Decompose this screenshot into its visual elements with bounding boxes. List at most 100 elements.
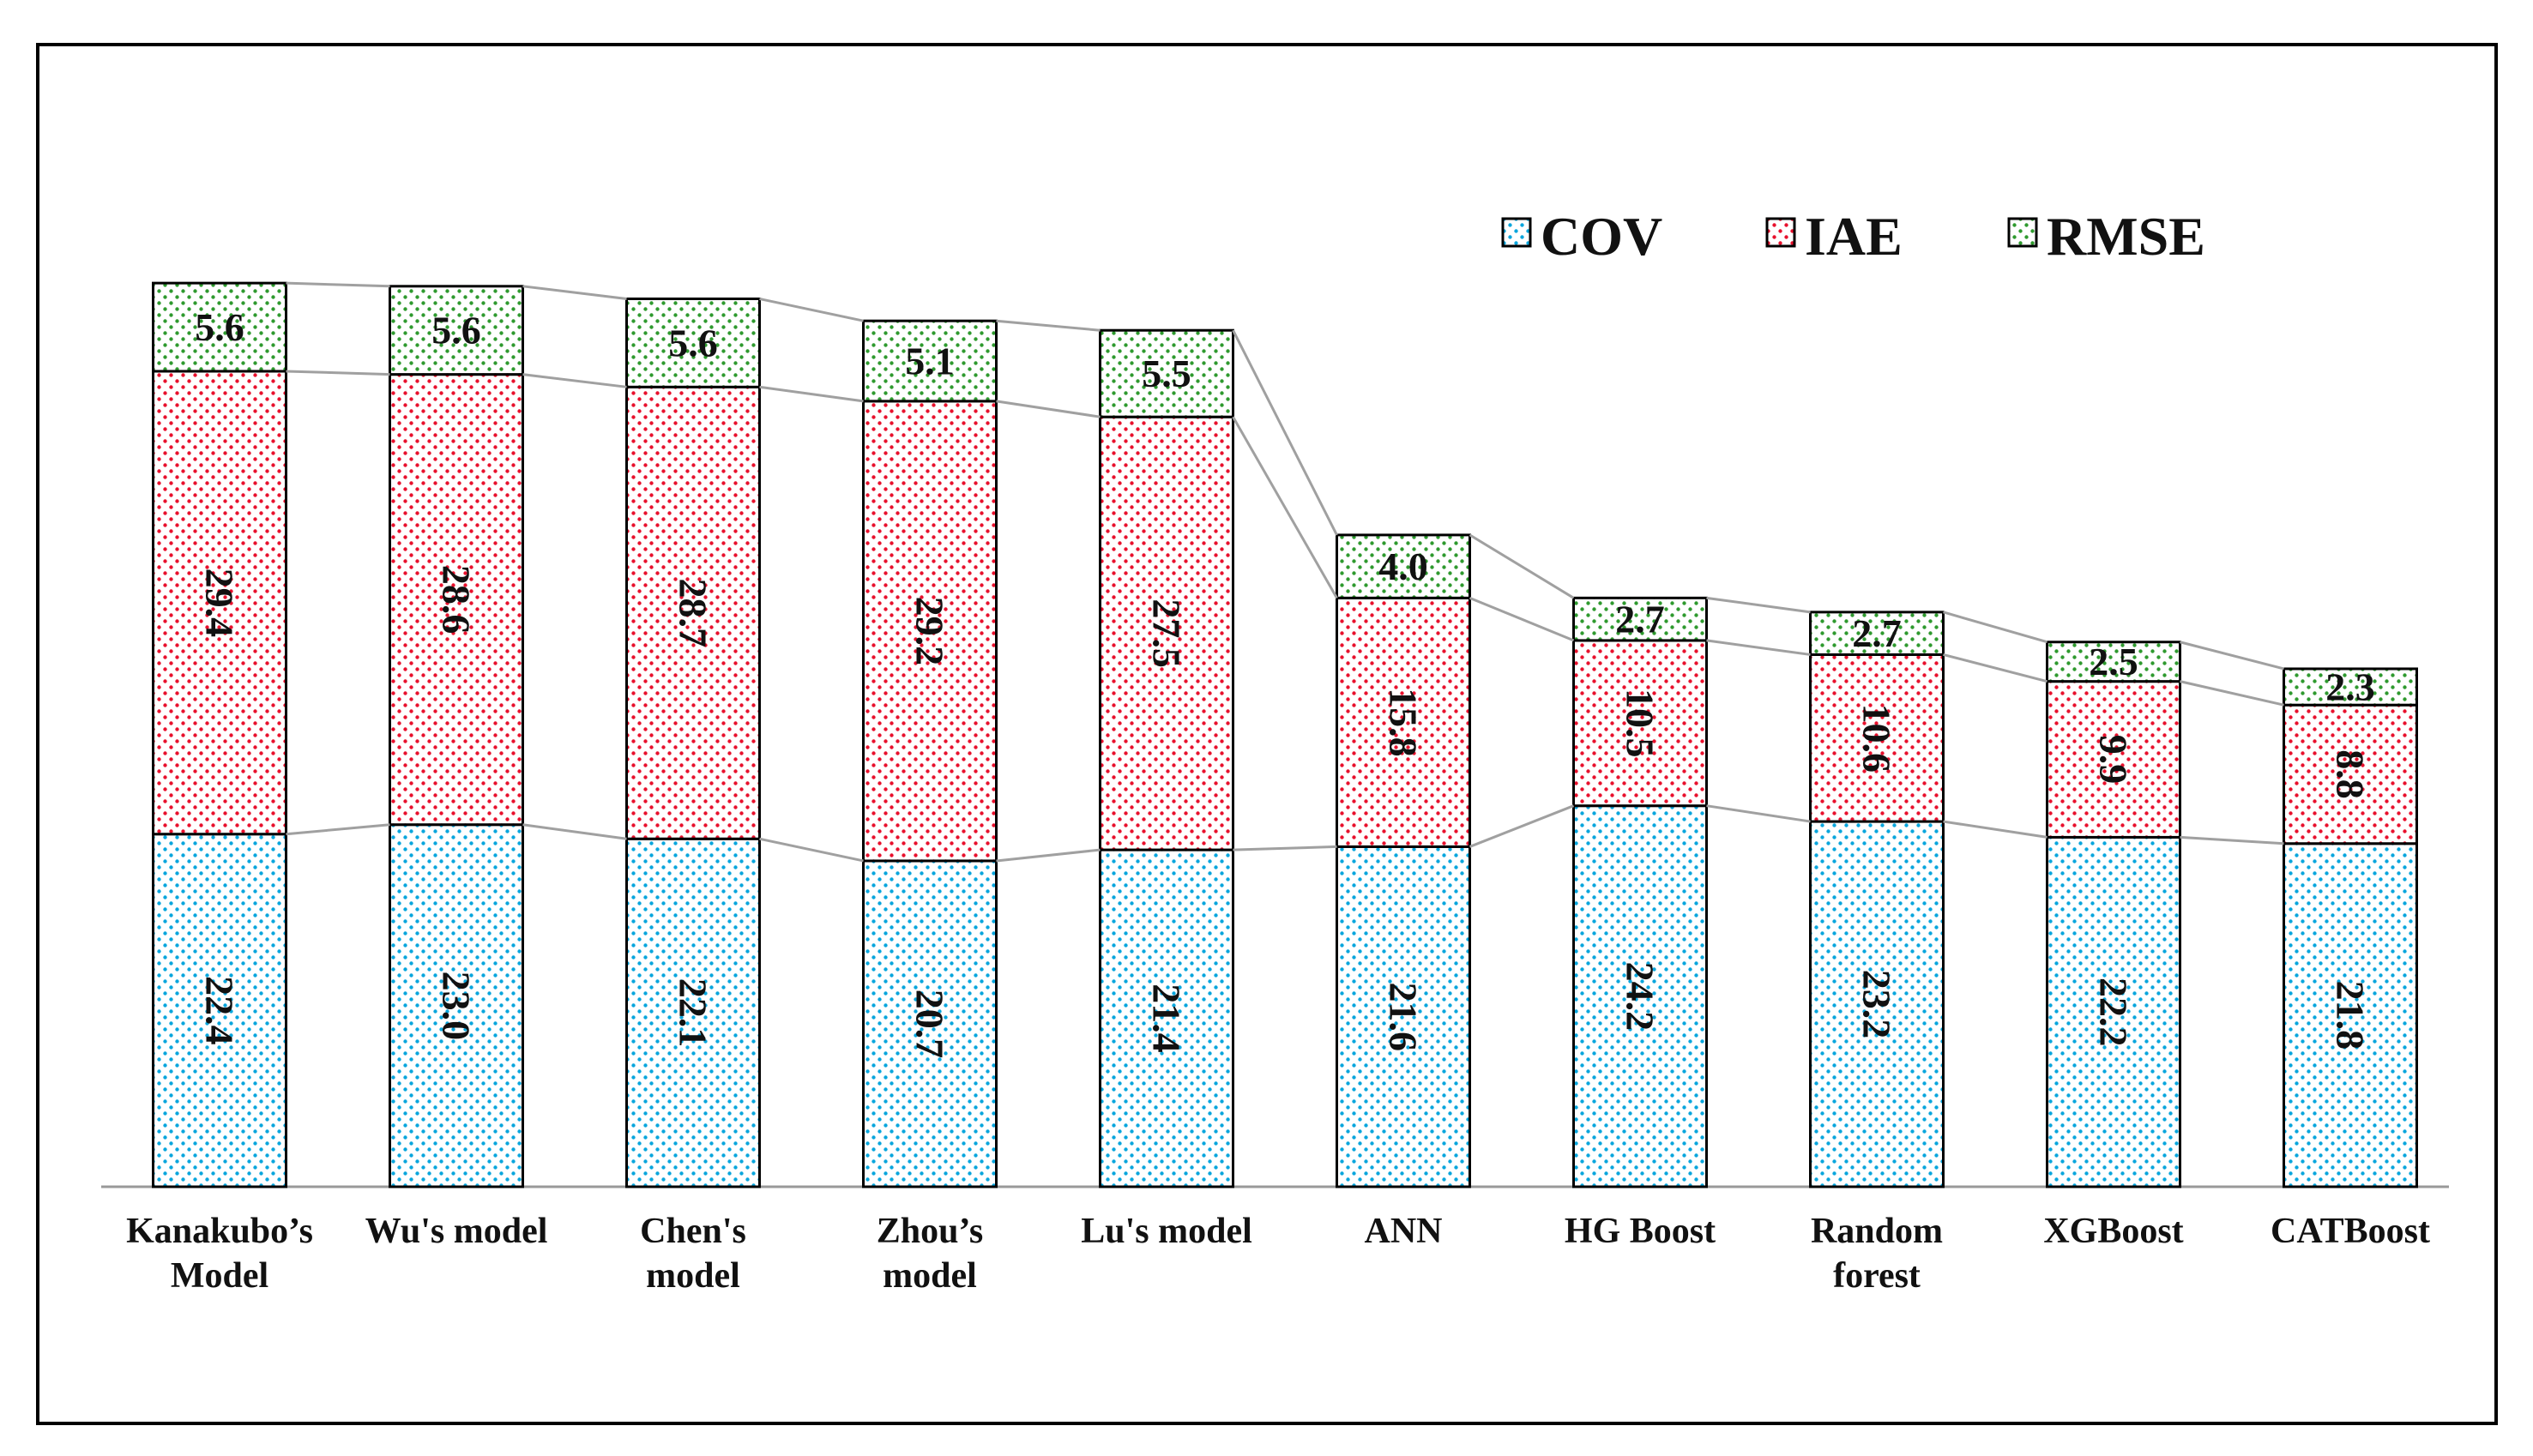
bar-segment-rmse — [1809, 611, 1945, 656]
category-tick-label: Chen's model — [640, 1212, 746, 1296]
connector-line-cov — [1706, 804, 1811, 823]
category-tick-label: ANN — [1364, 1212, 1443, 1251]
chart-frame — [36, 43, 2498, 1425]
bar-segment-rmse — [862, 319, 998, 403]
data-label-iae: 10.6 — [1855, 703, 1899, 773]
connector-line-cov — [2180, 835, 2284, 845]
data-label-iae: 9.9 — [2092, 735, 2136, 785]
data-label-cov: 20.7 — [908, 990, 952, 1059]
data-label-rmse: 2.5 — [2089, 640, 2138, 683]
legend-swatch — [1501, 217, 1532, 248]
data-label-iae: 28.7 — [672, 579, 715, 648]
data-label-cov: 23.2 — [1855, 970, 1899, 1039]
bar-segment-cov — [1809, 820, 1945, 1188]
category-tick-label: Zhou’s model — [876, 1212, 984, 1296]
data-label-rmse: 5.6 — [431, 309, 481, 352]
legend-label: IAE — [1805, 206, 1903, 267]
data-label-iae: 27.5 — [1145, 599, 1189, 668]
connector-line-rmse — [759, 298, 864, 322]
connector-line-iae — [1469, 596, 1575, 642]
bar-segment-iae — [389, 373, 524, 827]
legend-swatch — [2007, 217, 2038, 248]
connector-line-rmse — [1706, 596, 1811, 614]
data-label-iae: 8.8 — [2329, 749, 2373, 799]
data-label-rmse: 4.0 — [1378, 544, 1428, 588]
bar-segment-iae — [1572, 639, 1708, 808]
data-label-iae: 29.4 — [198, 569, 242, 638]
connector-line-cov — [996, 848, 1101, 863]
bar-segment-rmse — [389, 285, 524, 376]
bar-segment-cov — [2283, 842, 2418, 1188]
data-label-cov: 22.1 — [672, 978, 715, 1048]
data-label-rmse: 2.7 — [1852, 611, 1902, 655]
bar-segment-iae — [2046, 680, 2181, 839]
bar-segment-rmse — [2283, 667, 2418, 707]
connector-line-cov — [286, 823, 390, 836]
category-tick-label: Wu's model — [365, 1212, 548, 1251]
connector-line-iae — [1232, 416, 1338, 599]
connector-line-rmse — [2180, 641, 2284, 671]
connector-line-rmse — [996, 319, 1101, 332]
data-label-cov: 24.2 — [1619, 962, 1662, 1032]
connector-line-iae — [1943, 653, 2048, 683]
connector-line-iae — [522, 373, 627, 388]
data-label-cov: 23.0 — [435, 972, 479, 1041]
data-label-iae: 29.2 — [908, 597, 952, 666]
bar-segment-rmse — [1336, 533, 1471, 599]
data-label-cov: 21.4 — [1145, 984, 1189, 1053]
data-label-rmse: 2.3 — [2325, 665, 2375, 709]
data-label-iae: 10.5 — [1619, 689, 1662, 758]
bar-segment-iae — [1809, 653, 1945, 823]
data-label-cov: 21.8 — [2329, 981, 2373, 1050]
bar-segment-cov — [152, 833, 287, 1188]
bar-segment-cov — [1572, 804, 1708, 1188]
connector-line-cov — [1943, 820, 2048, 839]
category-tick-label: HG Boost — [1564, 1212, 1716, 1251]
legend-swatch — [1765, 217, 1796, 248]
data-label-rmse: 5.6 — [668, 321, 718, 364]
bar-segment-cov — [389, 823, 524, 1188]
connector-line-cov — [522, 823, 627, 840]
legend-label: RMSE — [2047, 206, 2205, 267]
bar-segment-iae — [625, 385, 761, 840]
category-tick-label: CATBoost — [2271, 1212, 2430, 1251]
legend-item-iae: IAE — [1765, 206, 1903, 267]
connector-line-rmse — [1232, 329, 1338, 536]
category-tick-label: Lu's model — [1081, 1212, 1252, 1251]
connector-line-iae — [286, 370, 390, 376]
data-label-cov: 22.2 — [2092, 978, 2136, 1047]
data-label-cov: 22.4 — [198, 976, 242, 1045]
bar-segment-rmse — [1572, 596, 1708, 642]
data-label-rmse: 5.5 — [1142, 352, 1191, 395]
connector-line-iae — [996, 400, 1101, 418]
bar-segment-cov — [1099, 848, 1234, 1188]
bar-segment-rmse — [1099, 328, 1234, 418]
data-label-cov: 21.6 — [1382, 982, 1426, 1051]
connector-line-iae — [2180, 680, 2284, 707]
bar-segment-iae — [2283, 703, 2418, 845]
legend-item-cov: COV — [1501, 206, 1662, 267]
category-tick-label: Random forest — [1810, 1212, 1944, 1296]
category-tick-label: XGBoost — [2043, 1212, 2184, 1251]
data-label-iae: 15.8 — [1382, 688, 1426, 757]
bar-segment-rmse — [625, 297, 761, 388]
bar-segment-iae — [1099, 415, 1234, 851]
connector-line-cov — [759, 837, 864, 863]
data-label-rmse: 5.1 — [905, 340, 955, 383]
connector-line-rmse — [522, 285, 627, 300]
connector-line-cov — [1233, 845, 1337, 851]
connector-line-cov — [1469, 804, 1575, 848]
bar-segment-rmse — [152, 281, 287, 373]
legend-label: COV — [1541, 206, 1662, 267]
bar-segment-cov — [862, 859, 998, 1188]
bar-segment-iae — [862, 400, 998, 863]
connector-line-rmse — [1469, 533, 1575, 599]
bar-segment-cov — [625, 837, 761, 1188]
data-label-iae: 28.6 — [435, 565, 479, 635]
legend-item-rmse: RMSE — [2007, 206, 2205, 267]
connector-line-iae — [759, 385, 864, 403]
data-label-rmse: 2.7 — [1615, 598, 1665, 641]
bar-segment-cov — [1336, 845, 1471, 1188]
data-label-rmse: 5.6 — [195, 305, 244, 349]
